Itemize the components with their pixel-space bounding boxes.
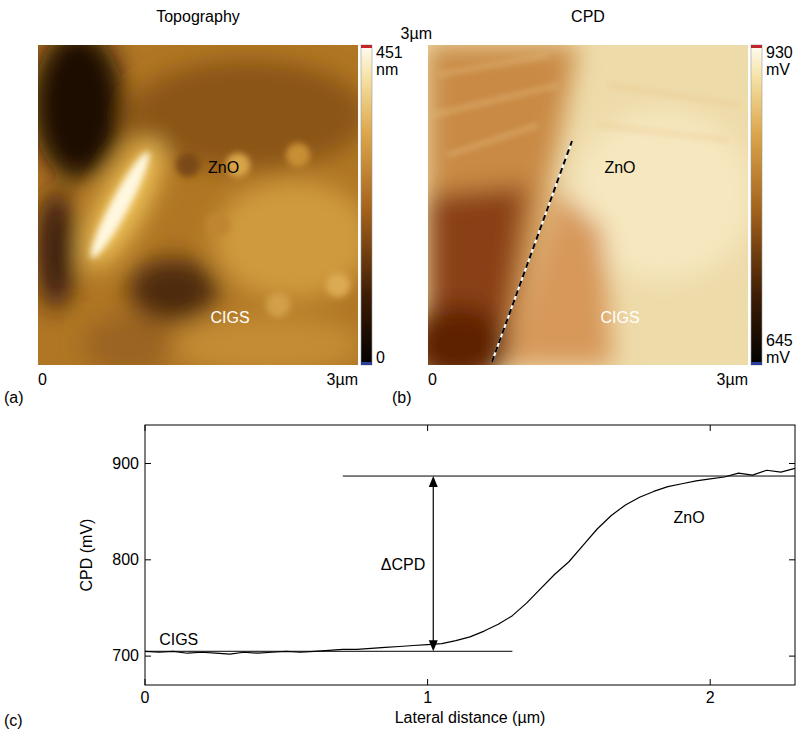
- colorbar-label: 930mV: [766, 44, 793, 78]
- region-label: ZnO: [604, 159, 635, 176]
- colorbar-label: 645mV: [766, 332, 793, 366]
- profile-line: [492, 141, 572, 362]
- colorbar-cap: [751, 45, 762, 48]
- region-label: CIGS: [210, 309, 249, 326]
- figure: Topography (a) ZnO CIGS 0 3µm 0 451nm CPD (b) ZnO C…: [0, 0, 809, 733]
- texture: [70, 131, 176, 279]
- panel-title: CPD: [571, 8, 605, 25]
- y-tick: [145, 559, 151, 560]
- texture: [508, 190, 613, 365]
- x-tick: [710, 425, 711, 431]
- y-tick-label: 700: [112, 647, 139, 664]
- arrow-head: [429, 640, 438, 651]
- arrow-shaft: [433, 485, 434, 642]
- x-tick: [710, 679, 711, 685]
- texture: [326, 273, 350, 297]
- panel-title: Topography: [156, 8, 240, 25]
- x-tick-label: 0: [141, 689, 150, 706]
- plot-marks: [145, 468, 795, 654]
- label-line: 451: [376, 44, 403, 61]
- texture: [608, 85, 738, 105]
- label-line: 0: [376, 349, 385, 366]
- label-line: nm: [376, 61, 398, 78]
- scale-label: 0: [428, 371, 437, 388]
- texture: [438, 55, 548, 75]
- map-image: [38, 45, 358, 365]
- annotation: ΔCPD: [381, 556, 425, 573]
- texture: [433, 85, 558, 115]
- plot-frame: [145, 425, 795, 685]
- y-tick-label: 800: [112, 551, 139, 568]
- x-axis-title: Lateral distance (µm): [395, 709, 546, 726]
- profile-line: [492, 141, 572, 362]
- texture: [206, 213, 230, 237]
- colorbar-cap: [361, 45, 372, 48]
- x-tick: [427, 679, 428, 685]
- texture: [266, 293, 290, 317]
- x-tick: [427, 425, 428, 431]
- colorbar-cap: [361, 362, 372, 365]
- y-tick: [789, 559, 795, 560]
- image-texture: [428, 45, 748, 365]
- delta-arrow: [429, 476, 438, 651]
- scale-label: 3µm: [401, 25, 432, 42]
- arrow-head: [429, 476, 438, 487]
- colorbar: [361, 45, 372, 365]
- panel-letter: (c): [4, 712, 23, 729]
- texture: [84, 148, 156, 262]
- y-tick: [789, 656, 795, 657]
- texture: [83, 315, 173, 365]
- image-texture: [433, 55, 738, 155]
- y-tick: [145, 463, 151, 464]
- x-tick-label: 2: [706, 689, 715, 706]
- texture: [176, 153, 200, 177]
- scale-label: 3µm: [717, 371, 748, 388]
- texture: [286, 143, 310, 167]
- annotation: ZnO: [673, 509, 704, 526]
- x-tick-label: 1: [423, 689, 432, 706]
- image-texture: [84, 143, 350, 317]
- y-axis-title: CPD (mV): [78, 519, 95, 592]
- texture: [598, 125, 728, 140]
- label-line: 930: [766, 44, 793, 61]
- texture: [128, 60, 358, 170]
- y-tick: [145, 656, 151, 657]
- image-texture: [38, 45, 358, 365]
- reference-line: [145, 651, 512, 652]
- colorbar-label: 0: [376, 349, 385, 366]
- map-image: [428, 45, 748, 365]
- plot-area: [145, 425, 795, 685]
- label-line: 645: [766, 332, 793, 349]
- texture: [428, 305, 508, 365]
- colorbar-cap: [751, 362, 762, 365]
- colorbar-label: 451nm: [376, 44, 403, 78]
- reference-line: [343, 476, 795, 477]
- label-line: mV: [766, 61, 790, 78]
- texture: [173, 315, 358, 365]
- y-tick-label: 900: [112, 455, 139, 472]
- cpd-profile: [145, 468, 795, 654]
- region-label: ZnO: [208, 159, 239, 176]
- scale-label: 3µm: [327, 371, 358, 388]
- region-label: CIGS: [600, 309, 639, 326]
- texture: [38, 190, 76, 310]
- annotation: CIGS: [159, 631, 198, 648]
- scale-label: 0: [38, 371, 47, 388]
- panel-letter: (a): [4, 389, 24, 406]
- panel-letter: (b): [392, 389, 412, 406]
- colorbar: [751, 45, 762, 365]
- texture: [213, 180, 358, 300]
- texture: [128, 258, 218, 322]
- label-line: mV: [766, 349, 790, 366]
- y-tick: [789, 463, 795, 464]
- texture: [448, 125, 538, 155]
- texture: [38, 45, 123, 180]
